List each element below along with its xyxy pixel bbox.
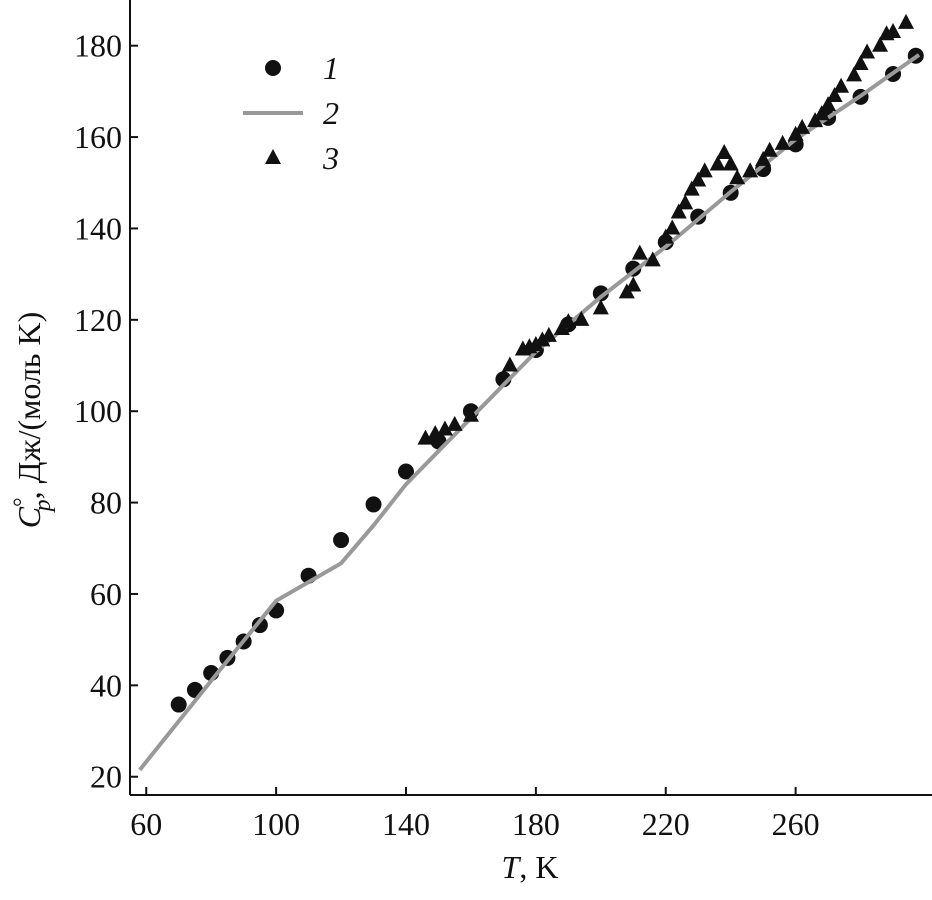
data-point — [397, 463, 414, 480]
x-tick-label: 140 — [382, 806, 430, 842]
data-point — [592, 299, 609, 315]
y-tick-label: 160 — [74, 119, 122, 155]
data-point — [534, 331, 551, 347]
y-tick-label: 100 — [74, 393, 122, 429]
y-tick-label: 180 — [74, 28, 122, 64]
y-axis-label: C°p, Дж/(моль K) — [10, 312, 56, 529]
data-point — [846, 66, 863, 82]
legend-swatch — [265, 60, 281, 76]
y-label-sub: p — [30, 499, 56, 513]
legend-label: 2 — [323, 95, 339, 131]
data-point — [436, 420, 453, 436]
data-point — [560, 313, 577, 329]
data-point — [820, 96, 837, 112]
x-axis-label: T, K — [502, 849, 559, 885]
x-tick-label: 220 — [642, 806, 690, 842]
data-point — [644, 251, 661, 267]
y-label-symbol: C — [11, 506, 47, 528]
data-point — [859, 43, 876, 59]
y-tick-label: 40 — [90, 667, 122, 703]
data-point — [462, 406, 479, 422]
data-point — [677, 194, 694, 210]
data-point — [722, 155, 739, 171]
x-tick-label: 180 — [512, 806, 560, 842]
data-point — [898, 13, 915, 29]
data-point — [625, 276, 642, 292]
y-tick-label: 80 — [90, 485, 122, 521]
data-point — [446, 415, 463, 431]
data-point — [729, 169, 746, 185]
data-point — [826, 86, 843, 102]
data-point — [501, 356, 518, 372]
y-label-sup: ° — [10, 497, 36, 507]
legend-swatch — [265, 149, 281, 164]
data-point — [573, 310, 590, 326]
data-point — [592, 285, 609, 302]
data-point — [774, 134, 791, 150]
data-point — [690, 171, 707, 187]
data-point — [833, 77, 850, 93]
data-point — [170, 696, 187, 713]
data-point — [683, 180, 700, 196]
x-tick-label: 60 — [130, 806, 162, 842]
y-label-unit: , Дж/(моль K) — [11, 312, 47, 500]
x-tick-label: 100 — [252, 806, 300, 842]
data-point — [664, 219, 681, 235]
legend-label: 1 — [323, 50, 339, 86]
data-point — [631, 244, 648, 260]
data-point — [417, 429, 434, 445]
data-point — [657, 228, 674, 244]
data-point — [761, 141, 778, 157]
y-tick-label: 120 — [74, 302, 122, 338]
legend-label: 3 — [322, 140, 339, 176]
data-point — [251, 617, 268, 634]
data-point — [742, 162, 759, 178]
x-label-unit: , K — [519, 849, 558, 885]
series-line — [138, 53, 921, 772]
data-point — [333, 532, 350, 549]
data-point — [813, 105, 830, 121]
data-point — [852, 54, 869, 70]
y-tick-label: 60 — [90, 576, 122, 612]
data-point — [696, 162, 713, 178]
data-point — [716, 144, 733, 160]
data-point — [885, 22, 902, 38]
data-point — [794, 118, 811, 134]
data-point — [670, 203, 687, 219]
x-tick-label: 260 — [772, 806, 820, 842]
data-point — [872, 36, 889, 52]
data-point — [709, 155, 726, 171]
x-label-symbol: T — [502, 849, 522, 885]
data-point — [365, 496, 382, 513]
data-point — [540, 326, 557, 342]
y-tick-label: 140 — [74, 210, 122, 246]
data-point — [527, 335, 544, 351]
data-point — [755, 150, 772, 166]
y-tick-label: 20 — [90, 759, 122, 795]
data-point — [427, 425, 444, 441]
